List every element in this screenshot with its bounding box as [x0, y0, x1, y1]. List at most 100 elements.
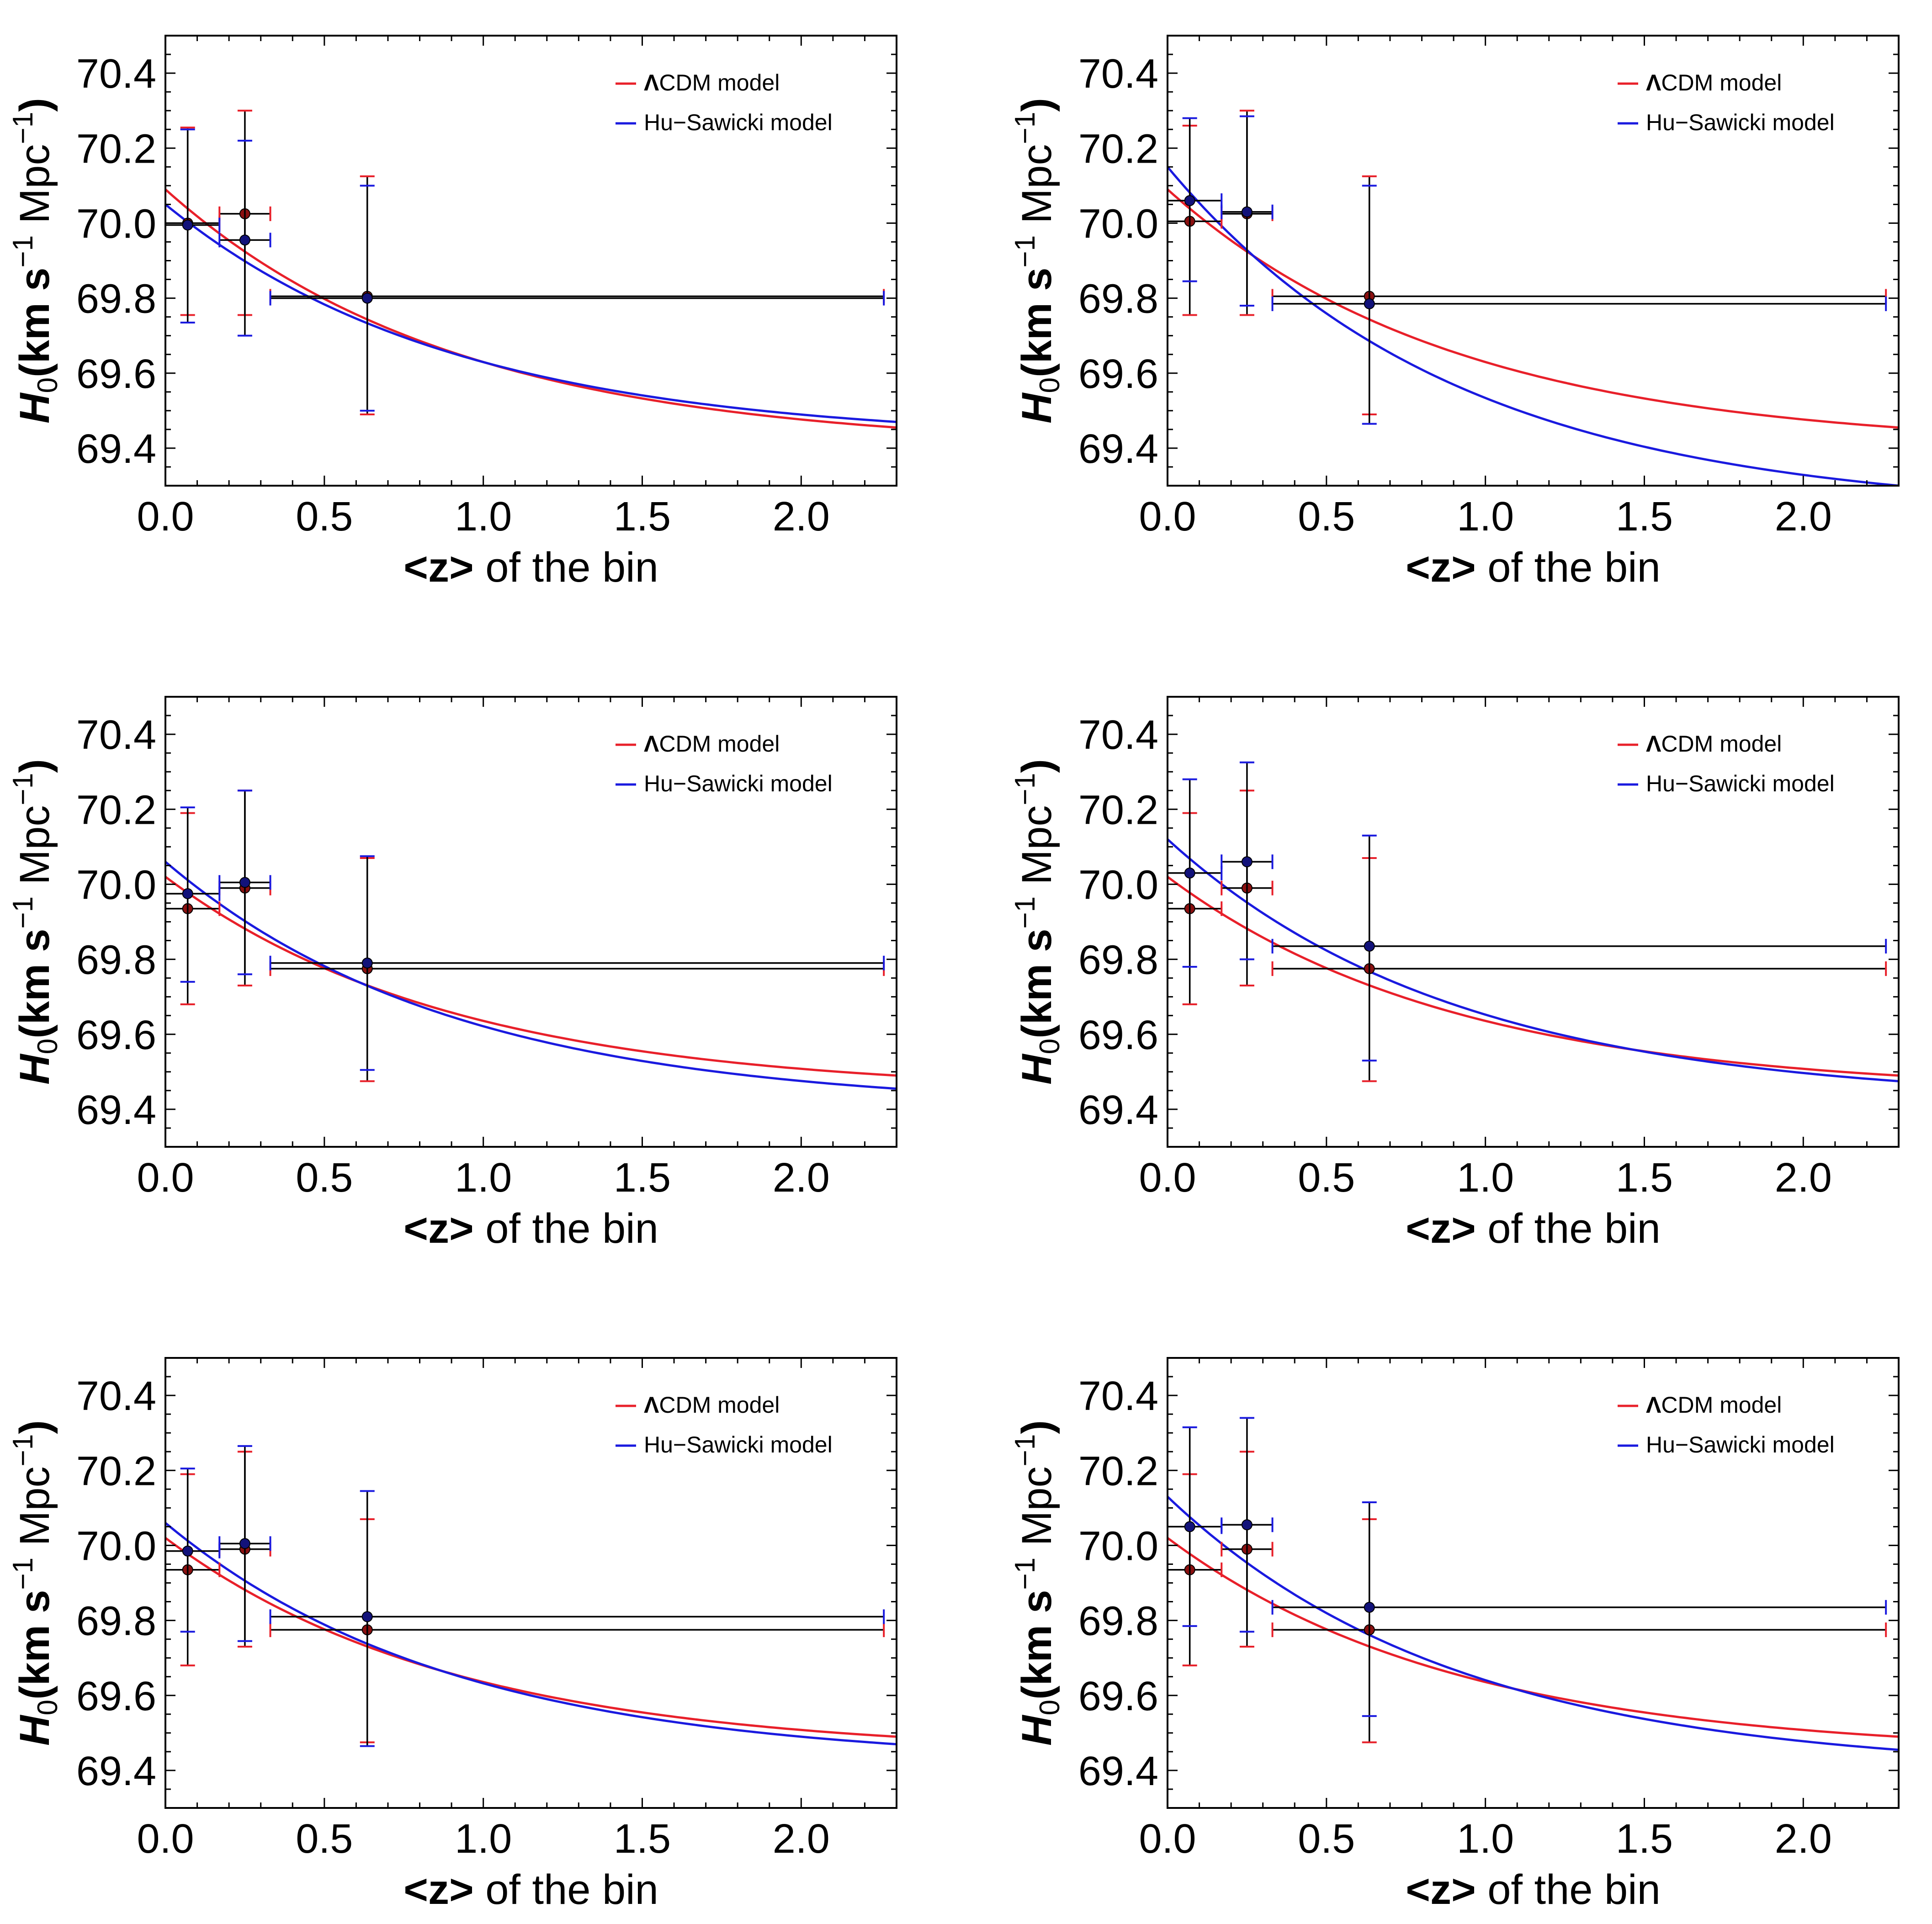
y-tick-label: 69.8 — [76, 276, 156, 322]
x-tick-label: 1.5 — [614, 1816, 671, 1862]
legend-label: Hu−Sawicki model — [644, 110, 833, 135]
y-tick-label: 70.4 — [1078, 1373, 1158, 1419]
data-marker — [1364, 298, 1375, 309]
y-axis-label: H0(km s−1 Mpc−1) — [1009, 98, 1066, 424]
hs-data-point — [218, 1445, 271, 1642]
y-axis-label: H0(km s−1 Mpc−1) — [1009, 759, 1066, 1085]
x-tick-label: 1.5 — [614, 1155, 671, 1201]
hs-data-point — [269, 855, 885, 1071]
x-tick-label: 0.5 — [296, 494, 353, 540]
x-tick-label: 0.0 — [1139, 494, 1196, 540]
y-tick-label: 69.4 — [76, 1087, 156, 1133]
y-tick-label: 69.4 — [1078, 1749, 1158, 1794]
hs-data-point — [1167, 1426, 1223, 1627]
x-tick-label: 1.5 — [1616, 494, 1673, 540]
legend-entry-hu-sawicki: Hu−Sawicki model — [616, 110, 833, 135]
data-marker — [1184, 195, 1195, 207]
x-tick-label: 1.0 — [1457, 1816, 1514, 1862]
hu-sawicki-curve — [1168, 166, 1899, 486]
x-axis-label: <z> of the bin — [403, 1205, 658, 1252]
data-marker — [182, 888, 193, 899]
legend-label: Hu−Sawicki model — [1646, 771, 1835, 796]
data-marker — [1364, 1601, 1375, 1613]
y-tick-label: 70.0 — [1078, 1523, 1158, 1569]
lcdm-data-point — [269, 175, 885, 416]
x-tick-label: 0.0 — [1139, 1816, 1196, 1862]
y-tick-label: 70.2 — [1078, 1448, 1158, 1494]
y-tick-label: 70.0 — [76, 1523, 156, 1569]
data-marker — [361, 957, 373, 969]
lcdm-data-point — [1167, 125, 1223, 316]
hs-data-point — [1271, 1501, 1887, 1717]
lcdm-data-point — [165, 1473, 221, 1667]
lcdm-curve — [165, 1537, 897, 1738]
legend-entry-lcdm: ΛCDM model — [1618, 70, 1782, 95]
chart-panel-1: 0.0 0.5 1.0 1.5 2.0 69.4 69.6 69.8 70.0 70.2 70.4 <… — [7, 35, 897, 591]
legend-label: ΛCDM model — [1646, 1392, 1782, 1418]
x-tick-label: 0.5 — [1298, 1816, 1355, 1862]
data-marker — [1184, 867, 1195, 879]
x-tick-label: 2.0 — [1775, 1155, 1832, 1201]
x-tick-label: 0.5 — [1298, 494, 1355, 540]
y-axis-label: H0(km s−1 Mpc−1) — [7, 98, 64, 424]
y-tick-label: 70.0 — [1078, 862, 1158, 908]
y-tick-label: 69.8 — [1078, 938, 1158, 983]
y-tick-label: 69.6 — [1078, 1674, 1158, 1719]
y-tick-label: 70.0 — [1078, 201, 1158, 247]
x-tick-label: 0.0 — [137, 1155, 194, 1201]
y-tick-label: 69.4 — [1078, 1087, 1158, 1133]
chart-panel-4: 0.0 0.5 1.0 1.5 2.0 69.4 69.6 69.8 70.0 70.2 70.4 <… — [1009, 696, 1900, 1252]
x-axis-label: <z> of the bin — [403, 544, 658, 591]
y-tick-label: 69.8 — [76, 938, 156, 983]
legend-entry-lcdm: ΛCDM model — [616, 731, 780, 757]
legend-label: ΛCDM model — [644, 70, 780, 95]
data-marker — [182, 1545, 193, 1557]
hs-data-point — [165, 128, 221, 323]
hs-data-point — [218, 790, 271, 975]
data-marker — [1241, 206, 1253, 217]
y-tick-label: 70.2 — [76, 1448, 156, 1494]
chart-panel-6: 0.0 0.5 1.0 1.5 2.0 69.4 69.6 69.8 70.0 70.2 70.4 <… — [1009, 1357, 1900, 1913]
hs-data-point — [165, 806, 221, 983]
hu-sawicki-curve — [1168, 1495, 1899, 1751]
legend-label: ΛCDM model — [1646, 70, 1782, 95]
plot-frame — [165, 1357, 897, 1809]
y-tick-label: 70.4 — [76, 712, 156, 758]
x-tick-label: 2.0 — [773, 494, 830, 540]
hs-data-point — [165, 1468, 221, 1633]
legend-label: ΛCDM model — [644, 731, 780, 757]
y-tick-label: 69.4 — [1078, 426, 1158, 472]
legend-entry-hu-sawicki: Hu−Sawicki model — [1618, 1432, 1835, 1458]
x-tick-label: 1.5 — [1616, 1816, 1673, 1862]
y-tick-label: 70.2 — [76, 126, 156, 172]
legend-label: Hu−Sawicki model — [644, 1432, 833, 1458]
hs-data-point — [1167, 117, 1223, 282]
x-tick-label: 0.5 — [296, 1816, 353, 1862]
lcdm-curve — [1168, 188, 1899, 429]
x-tick-label: 2.0 — [1775, 494, 1832, 540]
x-tick-label: 0.0 — [137, 1816, 194, 1862]
data-marker — [361, 292, 373, 304]
y-axis-label: H0(km s−1 Mpc−1) — [7, 1420, 64, 1746]
y-tick-label: 69.8 — [1078, 1599, 1158, 1644]
y-axis-label: H0(km s−1 Mpc−1) — [7, 759, 64, 1085]
y-tick-label: 69.6 — [76, 1674, 156, 1719]
legend-entry-lcdm: ΛCDM model — [616, 70, 780, 95]
x-axis-label: <z> of the bin — [1406, 544, 1661, 591]
y-tick-label: 70.2 — [1078, 126, 1158, 172]
lcdm-curve — [1168, 1537, 1899, 1738]
data-marker — [239, 1538, 250, 1549]
hu-sawicki-curve — [165, 203, 897, 423]
legend-entry-hu-sawicki: Hu−Sawicki model — [616, 771, 833, 796]
hs-data-point — [1221, 761, 1274, 960]
y-tick-label: 69.4 — [76, 426, 156, 472]
x-tick-label: 1.0 — [1457, 1155, 1514, 1201]
data-marker — [239, 877, 250, 888]
lcdm-data-point — [1271, 857, 1887, 1082]
lcdm-curve — [165, 188, 897, 429]
y-tick-label: 69.6 — [76, 1012, 156, 1058]
x-tick-label: 2.0 — [773, 1816, 830, 1862]
data-marker — [361, 1611, 373, 1622]
legend-label: ΛCDM model — [644, 1392, 780, 1418]
y-axis-label: H0(km s−1 Mpc−1) — [1009, 1420, 1066, 1746]
